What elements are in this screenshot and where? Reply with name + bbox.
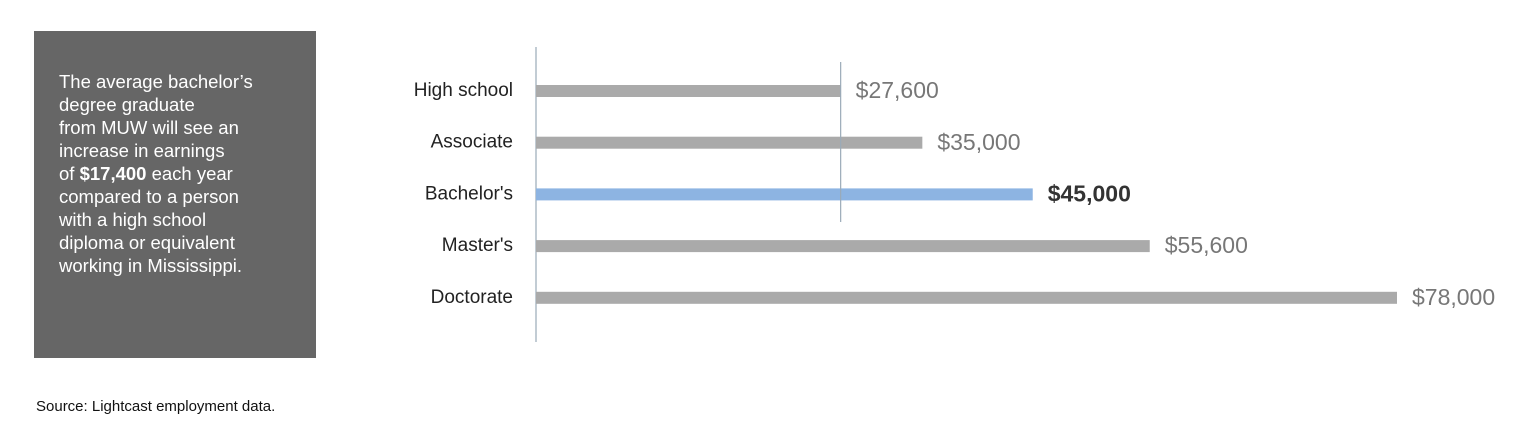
value-label: $78,000 (1412, 284, 1495, 310)
category-label: High school (414, 80, 513, 101)
annotation-text: of (59, 163, 80, 184)
category-label: Master's (442, 235, 513, 256)
category-label: Associate (431, 132, 513, 153)
annotation-highlight: $17,400 (79, 163, 147, 184)
annotation-line: degree graduate (59, 94, 195, 115)
value-label: $55,600 (1165, 232, 1248, 258)
bar (536, 291, 1397, 304)
annotation-line: increase in earnings (59, 140, 225, 161)
annotation-line: compared to a person (59, 186, 239, 207)
annotation-line: diploma or equivalent (59, 232, 235, 253)
value-label: $45,000 (1048, 180, 1131, 206)
annotation-box: The average bachelor’s degree graduate fro… (34, 31, 316, 358)
category-label: Doctorate (431, 287, 513, 308)
annotation-line: The average bachelor’s (59, 71, 253, 92)
value-label: $27,600 (856, 77, 939, 103)
bar (536, 188, 1033, 201)
annotation-line: with a high school (59, 209, 207, 230)
category-label: Bachelor's (425, 183, 513, 204)
source-note: Source: Lightcast employment data. (36, 398, 276, 415)
annotation-line: of $17,400 each year (59, 162, 316, 185)
bar (536, 136, 923, 149)
bar (536, 240, 1150, 253)
annotation-text: each year (146, 163, 233, 184)
annotation-line: working in Mississippi. (59, 255, 242, 276)
value-label: $35,000 (937, 129, 1020, 155)
annotation-line: from MUW will see an (59, 117, 239, 138)
bar (536, 85, 841, 97)
